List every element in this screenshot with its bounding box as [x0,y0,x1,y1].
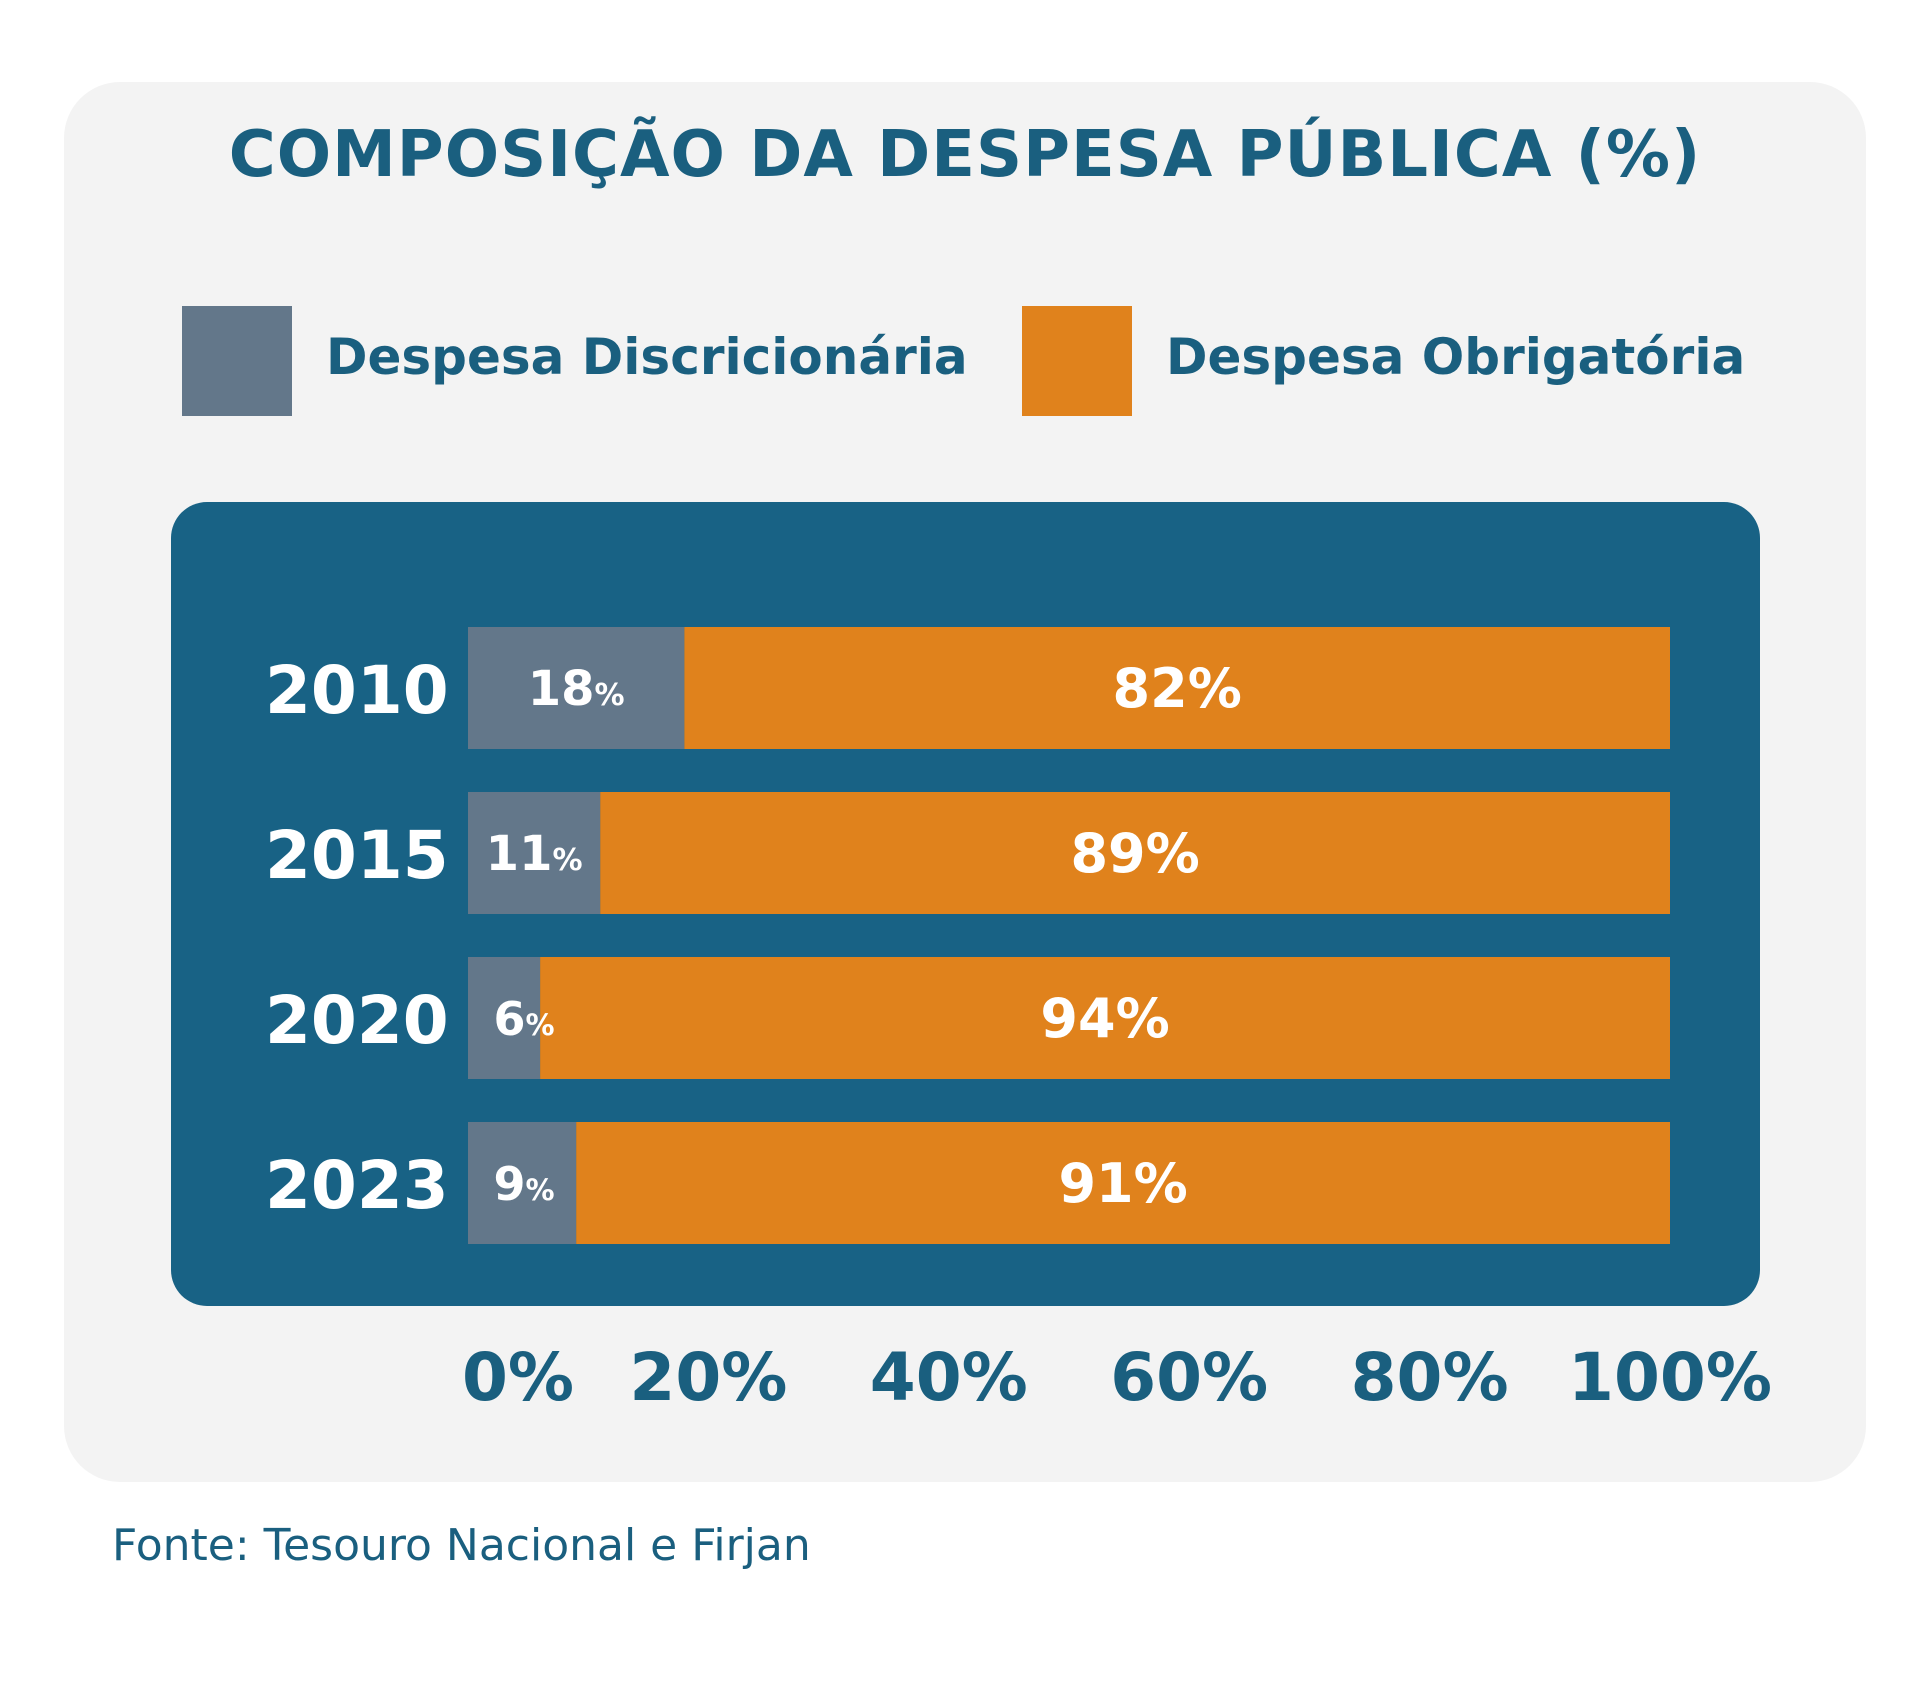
bar-discricionaria-2023 [468,1122,577,1244]
value-label-obrigatoria-2015: 89% [1070,822,1199,885]
chart-title: COMPOSIÇÃO DA DESPESA PÚBLICA (%) [228,118,1702,192]
bar-discricionaria-2010 [468,627,685,749]
x-tick-label-0: 0% [462,1339,574,1416]
bar-discricionaria-2020 [468,957,541,1079]
labels-layer: 2010 18% 82% 2015 11% 89% 2020 6% 94% 2023 9% 91% [265,652,1242,1224]
x-axis: 0% 20% 40% 60% 80% 100% [462,1339,1772,1416]
bars-layer [468,627,1671,1244]
legend-label-obrigatoria: Despesa Obrigatória [1166,328,1746,386]
value-label-obrigatoria-2020: 94% [1040,987,1169,1050]
bar-discricionaria-2015 [468,792,601,914]
x-tick-label-40: 40% [870,1339,1028,1416]
legend-label-discricionaria: Despesa Discricionária [326,328,968,386]
legend-swatch-discricionaria [182,306,292,416]
x-tick-label-80: 80% [1351,1339,1509,1416]
value-label-discricionaria-2015: 11% [486,826,583,882]
value-label-discricionaria-2010: 18% [528,661,625,717]
year-label-2020: 2020 [265,982,449,1059]
source-note: Fonte: Tesouro Nacional e Firjan [112,1520,811,1571]
bar-obrigatoria-2023 [576,1122,1671,1244]
x-tick-label-60: 60% [1110,1339,1268,1416]
value-label-obrigatoria-2023: 91% [1058,1152,1187,1215]
bar-obrigatoria-2010 [684,627,1670,749]
year-label-2023: 2023 [265,1147,449,1224]
x-tick-label-100: 100% [1568,1339,1772,1416]
value-label-discricionaria-2023: 9% [493,1157,554,1211]
legend-swatch-obrigatoria [1022,306,1132,416]
bar-obrigatoria-2015 [600,792,1670,914]
x-tick-label-20: 20% [629,1339,787,1416]
bar-obrigatoria-2020 [540,957,1670,1079]
value-label-obrigatoria-2010: 82% [1113,657,1242,720]
year-label-2010: 2010 [265,652,449,729]
year-label-2015: 2015 [265,817,449,894]
value-label-discricionaria-2020: 6% [493,992,554,1046]
